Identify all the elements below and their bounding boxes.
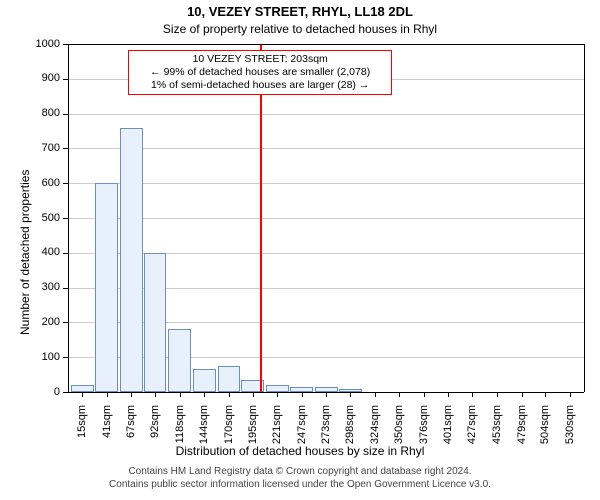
histogram-bar xyxy=(193,369,216,392)
axis-border xyxy=(68,392,584,393)
y-tick-label: 300 xyxy=(0,281,60,293)
y-grid-line xyxy=(68,148,584,149)
histogram-bar xyxy=(71,385,94,392)
footnote-line-1: Contains HM Land Registry data © Crown c… xyxy=(0,466,600,479)
y-grid-line xyxy=(68,114,584,115)
x-tick-label: 376sqm xyxy=(418,405,430,455)
axis-border xyxy=(68,44,584,45)
x-tick-label: 118sqm xyxy=(174,405,186,455)
y-grid-line xyxy=(68,218,584,219)
x-tick-label: 195sqm xyxy=(247,405,259,455)
plot-area: 10 VEZEY STREET: 203sqm← 99% of detached… xyxy=(68,44,584,392)
chart-title: 10, VEZEY STREET, RHYL, LL18 2DL xyxy=(0,4,600,19)
x-tick-label: 350sqm xyxy=(393,405,405,455)
x-tick-label: 453sqm xyxy=(491,405,503,455)
subject-marker-line xyxy=(260,44,262,392)
chart-root: 10, VEZEY STREET, RHYL, LL18 2DL Size of… xyxy=(0,0,600,500)
axis-border xyxy=(68,44,69,392)
y-tick-label: 600 xyxy=(0,177,60,189)
x-tick-label: 67sqm xyxy=(125,405,137,455)
footnote: Contains HM Land Registry data © Crown c… xyxy=(0,466,600,491)
x-tick-label: 401sqm xyxy=(442,405,454,455)
y-tick-label: 200 xyxy=(0,316,60,328)
y-tick-label: 800 xyxy=(0,107,60,119)
y-tick-label: 100 xyxy=(0,351,60,363)
y-tick-label: 900 xyxy=(0,72,60,84)
histogram-bar xyxy=(95,183,118,392)
x-tick-label: 41sqm xyxy=(101,405,113,455)
x-tick-label: 92sqm xyxy=(149,405,161,455)
histogram-bar xyxy=(120,128,143,392)
y-tick-label: 1000 xyxy=(0,38,60,50)
y-tick-label: 0 xyxy=(0,386,60,398)
x-tick-label: 324sqm xyxy=(369,405,381,455)
histogram-bar xyxy=(218,366,241,392)
histogram-bar xyxy=(168,329,191,392)
x-tick-label: 144sqm xyxy=(198,405,210,455)
x-tick-label: 15sqm xyxy=(76,405,88,455)
histogram-bar xyxy=(144,253,167,392)
axis-border xyxy=(584,44,585,392)
annotation-line-2: ← 99% of detached houses are smaller (2,… xyxy=(133,66,387,79)
chart-subtitle: Size of property relative to detached ho… xyxy=(0,22,600,36)
x-tick-label: 504sqm xyxy=(539,405,551,455)
x-tick-label: 221sqm xyxy=(271,405,283,455)
annotation-line-1: 10 VEZEY STREET: 203sqm xyxy=(133,53,387,66)
x-tick-label: 427sqm xyxy=(466,405,478,455)
x-tick-label: 479sqm xyxy=(516,405,528,455)
y-tick-label: 400 xyxy=(0,246,60,258)
x-tick-label: 298sqm xyxy=(344,405,356,455)
y-tick-label: 700 xyxy=(0,142,60,154)
x-tick-label: 247sqm xyxy=(296,405,308,455)
x-tick-label: 530sqm xyxy=(564,405,576,455)
annotation-line-3: 1% of semi-detached houses are larger (2… xyxy=(133,79,387,92)
y-grid-line xyxy=(68,183,584,184)
footnote-line-2: Contains public sector information licen… xyxy=(0,479,600,492)
x-tick-label: 273sqm xyxy=(320,405,332,455)
histogram-bar xyxy=(266,385,289,392)
annotation-box: 10 VEZEY STREET: 203sqm← 99% of detached… xyxy=(128,50,392,95)
x-tick-label: 170sqm xyxy=(223,405,235,455)
y-tick-label: 500 xyxy=(0,212,60,224)
